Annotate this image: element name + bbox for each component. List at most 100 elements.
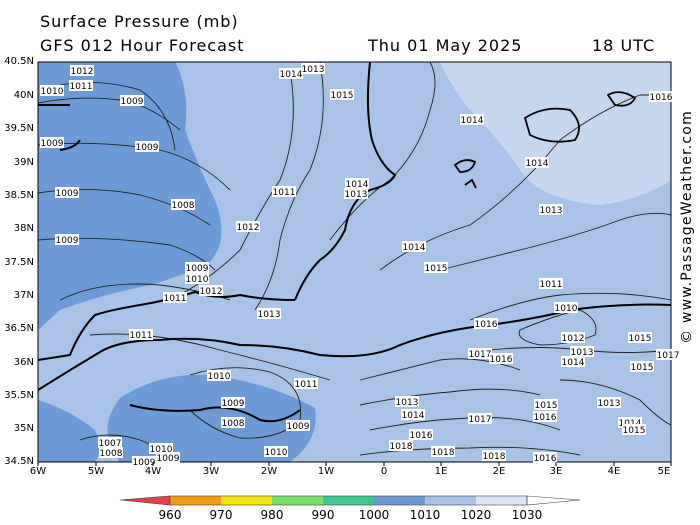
isobar-label: 1015 — [628, 332, 652, 344]
isobar-label: 1013 — [344, 188, 368, 200]
isobar-label: 1016 — [649, 91, 673, 103]
isobar-label: 1014 — [525, 157, 549, 169]
isobar-label-text: 1013 — [571, 348, 594, 358]
isobar-label: 1009 — [185, 262, 209, 274]
island-mallorca — [523, 107, 580, 143]
isobar-label-text: 1017 — [657, 351, 680, 361]
forecast-subtitle: GFS 012 Hour Forecast — [40, 36, 245, 55]
isobar-label-text: 1012 — [237, 223, 260, 233]
isobar-label: 1015 — [330, 89, 354, 101]
isobar-label-text: 1009 — [121, 97, 144, 107]
coastline-spain-east — [294, 62, 397, 301]
isobar-label: 1016 — [533, 452, 557, 464]
isobar-label-text: 1014 — [402, 411, 425, 421]
lon-label: 3E — [549, 466, 563, 477]
isobar-line — [38, 97, 181, 131]
isobar-label: 1013 — [570, 346, 594, 358]
isobar-label: 1016 — [533, 411, 557, 423]
isobar-label-text: 1012 — [562, 334, 585, 344]
watermark: © www.PassageWeather.com — [676, 62, 698, 392]
isobar-label: 1010 — [264, 446, 288, 458]
isobar-label-text: 1008 — [222, 419, 245, 429]
isobar-label-text: 1014 — [461, 116, 484, 126]
isobar-label-text: 1009 — [222, 399, 245, 409]
isobar-label: 1009 — [132, 456, 156, 468]
isobar-label-text: 1017 — [469, 415, 492, 425]
isobar-line — [559, 379, 671, 426]
isobar-line — [518, 309, 597, 346]
isobar-label-text: 1011 — [273, 188, 296, 198]
isobar-label: 1009 — [286, 420, 310, 432]
isobar-label-text: 1011 — [540, 280, 563, 290]
map-frame — [37, 61, 672, 463]
isobar-label-text: 1015 — [535, 401, 558, 411]
isobar-label: 1018 — [389, 440, 413, 452]
colorbar-label: 1020 — [460, 508, 492, 522]
isobar-label: 1010 — [149, 443, 173, 455]
isobar-label-text: 1015 — [631, 363, 654, 373]
isobar-label-text: 1010 — [186, 275, 209, 285]
pressure-colorbar — [119, 495, 581, 506]
island-ibiza — [453, 159, 477, 173]
isobar-label: 1013 — [539, 204, 563, 216]
isobar-label: 1014 — [561, 356, 585, 368]
lon-label: 1E — [434, 466, 448, 477]
isobar-label: 1011 — [69, 80, 93, 92]
colorbar-segment — [323, 496, 374, 505]
isobar-label: 1009 — [55, 187, 79, 199]
isobar-line — [38, 142, 231, 191]
isobar-label: 1017 — [468, 413, 492, 425]
lon-label: 5W — [87, 466, 105, 477]
isobar-label-text: 1008 — [100, 449, 123, 459]
isobar-label-text: 1014 — [346, 180, 369, 190]
isobar-label: 1009 — [40, 137, 64, 149]
isobar-label: 1015 — [622, 424, 646, 436]
isobar-label: 1014 — [401, 409, 425, 421]
isobar-label: 1015 — [424, 262, 448, 274]
isobar-label-text: 1010 — [41, 87, 64, 97]
islands — [453, 91, 637, 189]
colorbar-label: 980 — [260, 508, 284, 522]
isobar-label: 1017 — [656, 349, 680, 361]
lat-label: 38.5N — [4, 190, 34, 201]
isobar-label: 1008 — [99, 447, 123, 459]
lon-label: 2W — [260, 466, 278, 477]
isobar-label-text: 1016 — [534, 454, 557, 464]
colorbar-segment — [170, 496, 221, 505]
isobar-label: 1016 — [474, 318, 498, 330]
isobar-label: 1013 — [257, 308, 281, 320]
isobar-label: 1014 — [460, 114, 484, 126]
isobar-label-text: 1009 — [136, 143, 159, 153]
isobar-label-text: 1016 — [650, 93, 673, 103]
isobar-label: 1013 — [301, 63, 325, 75]
coastline-portugal — [38, 104, 81, 151]
isobar-label-text: 1009 — [41, 139, 64, 149]
isobar-label-text: 1009 — [186, 264, 209, 274]
lat-label: 40.5N — [4, 56, 34, 67]
lon-label: 3W — [202, 466, 220, 477]
isobar-label-text: 1013 — [598, 399, 621, 409]
lat-label: 39.5N — [4, 123, 34, 134]
isobar-label-text: 1012 — [71, 67, 94, 77]
isobar-label: 1009 — [135, 141, 159, 153]
isobar-label: 1016 — [489, 353, 513, 365]
isobar-label: 1014 — [402, 241, 426, 253]
colorbar-label: 1000 — [358, 508, 390, 522]
isobar-label: 1009 — [221, 397, 245, 409]
isobar-label: 1009 — [55, 234, 79, 246]
isobar-line — [469, 292, 671, 321]
isobar-label-text: 1010 — [555, 304, 578, 314]
isobar-label-text: 1011 — [295, 380, 318, 390]
island-menorca — [606, 91, 637, 107]
isobar-label: 1009 — [120, 95, 144, 107]
isobar-label-text: 1014 — [562, 358, 585, 368]
isobar-line — [89, 333, 331, 381]
coastline-morocco — [129, 404, 301, 423]
isobar-label-text: 1013 — [258, 310, 281, 320]
isobar-label: 1017 — [468, 348, 492, 360]
colorbar-segment — [425, 496, 476, 505]
isobar-label-text: 1018 — [390, 442, 413, 452]
isobar-label-text: 1016 — [534, 413, 557, 423]
colorbar-label: 970 — [209, 508, 233, 522]
